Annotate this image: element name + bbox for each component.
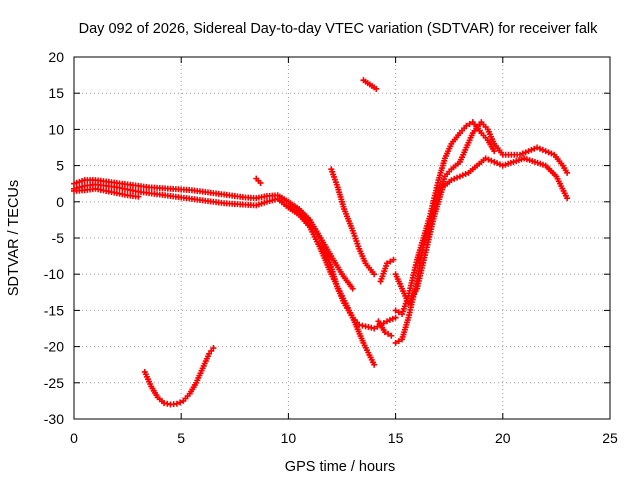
y-tick-label: 0 [56, 194, 64, 210]
y-tick-label: 20 [48, 49, 64, 65]
data-point [371, 325, 378, 332]
data-point [384, 260, 391, 267]
data-point [390, 256, 397, 263]
y-tick-label: 5 [56, 158, 64, 174]
data-point [349, 285, 356, 292]
data-point [135, 193, 142, 200]
data-point [385, 330, 392, 337]
data-point [177, 399, 184, 406]
data-point [395, 338, 402, 345]
data-point [463, 122, 470, 129]
x-tick-label: 10 [281, 430, 297, 446]
data-point [392, 314, 399, 321]
y-tick-label: -10 [44, 266, 64, 282]
series-arc-11 [392, 155, 571, 307]
series-arc-3 [71, 185, 142, 200]
x-axis-title: GPS time / hours [285, 459, 395, 475]
x-tick-label: 5 [177, 430, 185, 446]
data-point [371, 361, 378, 368]
data-marks [71, 77, 571, 408]
data-point [564, 169, 571, 176]
x-tick-labels: 0 5 10 15 20 25 [70, 430, 618, 446]
y-tick-label: -20 [44, 339, 64, 355]
y-tick-label: 10 [48, 121, 64, 137]
y-tick-label: -30 [44, 411, 64, 427]
series-arc-4 [141, 345, 217, 408]
data-point [392, 307, 399, 314]
data-point [373, 85, 380, 92]
series-arc-5 [285, 202, 356, 292]
data-point [173, 400, 180, 407]
data-point [374, 323, 381, 330]
x-tick-label: 20 [495, 430, 511, 446]
series-arc-13 [253, 175, 264, 186]
data-point [388, 332, 395, 339]
x-tick-label: 15 [388, 430, 404, 446]
series-arc-9 [377, 256, 397, 285]
data-point [371, 271, 378, 278]
y-axis-title: SDTVAR / TECUs [6, 180, 22, 296]
data-point [387, 258, 394, 265]
data-point [210, 345, 217, 352]
series-arc-8 [375, 318, 395, 339]
data-point [381, 329, 388, 336]
x-tick-label: 25 [602, 430, 618, 446]
data-point [491, 148, 498, 155]
chart-title: Day 092 of 2026, Sidereal Day-to-day VTE… [79, 21, 598, 37]
grid [74, 57, 610, 419]
y-tick-label: 15 [48, 85, 64, 101]
series-arc-7 [360, 77, 380, 92]
data-point [257, 179, 264, 186]
data-point [392, 339, 399, 346]
y-tick-label: -5 [52, 230, 65, 246]
y-tick-label: -25 [44, 375, 64, 391]
axis-ticks [73, 56, 611, 420]
data-point [564, 195, 571, 202]
series-arc-6 [328, 166, 378, 278]
y-tick-labels: -30 -25 -20 -15 -10 -5 0 5 10 15 20 [44, 49, 64, 427]
series-arc-12 [392, 119, 498, 318]
y-tick-label: -15 [44, 302, 64, 318]
x-tick-label: 0 [70, 430, 78, 446]
